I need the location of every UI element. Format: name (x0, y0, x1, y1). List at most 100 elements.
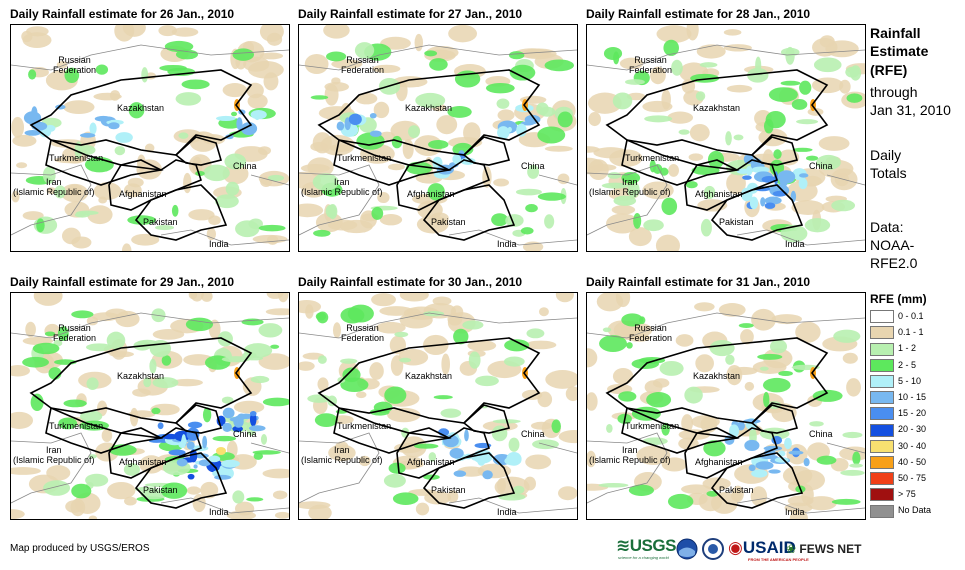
heavy-rain-patch (799, 173, 809, 178)
neighbor-border (299, 44, 577, 71)
moderate-rain-patch (258, 224, 286, 232)
heavy-rain-patch (222, 422, 232, 433)
heavy-rain-patch (449, 447, 464, 459)
moderate-rain-patch (314, 413, 338, 427)
moderate-rain-patch (171, 204, 179, 217)
rfe-heading-line3: (RFE) (870, 62, 908, 78)
moderate-rain-patch (618, 391, 637, 402)
moderate-rain-patch (671, 59, 683, 76)
moderate-rain-patch (85, 473, 109, 487)
light-rain-patch (681, 78, 696, 94)
moderate-rain-patch (602, 327, 612, 333)
moderate-rain-patch (313, 229, 331, 237)
moderate-rain-patch (143, 377, 152, 388)
moderate-rain-patch (809, 421, 824, 427)
legend-label: 2 - 5 (898, 359, 917, 370)
light-rain-patch (11, 411, 34, 429)
country-border (605, 69, 829, 156)
moderate-rain-patch (661, 422, 670, 436)
neighbor-border (11, 312, 289, 339)
moderate-rain-patch (123, 463, 140, 476)
country-border (333, 406, 452, 454)
country-label-india: India (785, 239, 805, 249)
legend-label: 10 - 15 (898, 392, 927, 403)
heavy-rain-patch (744, 439, 760, 452)
moderate-rain-patch (551, 419, 561, 433)
commerce-seal-icon (702, 538, 724, 560)
light-rain-patch (71, 236, 92, 249)
moderate-rain-patch (373, 401, 393, 414)
moderate-rain-patch (262, 397, 289, 407)
country-label-turkmenistan: Turkmenistan (337, 421, 392, 431)
neighbor-border (250, 442, 289, 454)
legend-swatch (870, 358, 894, 372)
heavy-rain-patch (336, 121, 345, 131)
light-rain-patch (795, 321, 821, 343)
neighbor-border (538, 174, 577, 186)
rfe-heading-line2: Estimate (870, 43, 929, 59)
light-rain-patch (441, 353, 451, 375)
map-frame: Russian Federation Kazakhstan Turkmenistan… (298, 292, 578, 520)
moderate-rain-patch (725, 354, 735, 365)
moderate-rain-patch (225, 181, 240, 196)
moderate-rain-patch (508, 437, 520, 452)
rainfall-map (587, 293, 865, 519)
panel-title: Daily Rainfall estimate for 27 Jan., 201… (298, 7, 523, 21)
heavy-rain-patch (751, 469, 768, 478)
light-rain-patch (11, 467, 41, 475)
country-border (317, 69, 541, 156)
heavy-rain-patch (249, 411, 257, 417)
moderate-rain-patch (762, 377, 791, 393)
moderate-rain-patch (607, 172, 622, 179)
moderate-rain-patch (831, 498, 861, 505)
light-rain-patch (107, 481, 136, 500)
country-label-china: China (233, 429, 257, 439)
light-rain-patch (448, 25, 478, 43)
heavy-rain-patch (222, 407, 235, 419)
country-label-iran: Iran (Islamic Republic of) (589, 445, 671, 465)
moderate-rain-patch (532, 439, 559, 450)
heavy-rain-patch (254, 115, 260, 121)
moderate-rain-patch (161, 355, 172, 366)
heavy-rain-patch (743, 154, 754, 165)
light-rain-patch (730, 366, 758, 375)
moderate-rain-patch (212, 435, 237, 442)
heavy-rain-patch (736, 168, 750, 174)
neighbor-border (250, 174, 289, 186)
neighbor-border (11, 44, 289, 71)
country-label-turkmenistan: Turkmenistan (337, 153, 392, 163)
doc-seal (702, 538, 724, 565)
light-rain-patch (555, 293, 574, 303)
moderate-rain-patch (22, 356, 49, 368)
moderate-rain-patch (759, 427, 790, 440)
moderate-rain-patch (700, 218, 712, 237)
moderate-rain-patch (433, 395, 453, 400)
moderate-rain-patch (601, 182, 630, 189)
legend-swatch (870, 326, 894, 340)
light-rain-patch (406, 308, 421, 317)
country-label-russia: Russian Federation (53, 323, 97, 343)
light-rain-patch (186, 486, 201, 495)
moderate-rain-patch (340, 307, 365, 324)
light-rain-patch (628, 227, 652, 247)
moderate-rain-patch (86, 343, 113, 352)
light-rain-patch (152, 329, 185, 340)
moderate-rain-patch (659, 360, 684, 376)
moderate-rain-patch (709, 340, 735, 357)
country-label-india: India (209, 239, 229, 249)
data-label: Data: (870, 219, 904, 235)
moderate-rain-patch (621, 313, 644, 327)
moderate-rain-patch (245, 356, 264, 361)
country-border (174, 136, 223, 166)
legend-swatch (870, 342, 894, 356)
moderate-rain-patch (725, 131, 732, 146)
light-rain-patch (399, 293, 429, 302)
heavy-rain-patch (94, 115, 112, 122)
moderate-rain-patch (310, 95, 329, 100)
moderate-rain-patch (246, 497, 264, 502)
light-rain-patch (447, 490, 459, 503)
country-label-turkmenistan: Turkmenistan (625, 421, 680, 431)
light-rain-patch (565, 386, 577, 402)
moderate-rain-patch (796, 119, 819, 125)
legend-label: 1 - 2 (898, 343, 917, 354)
